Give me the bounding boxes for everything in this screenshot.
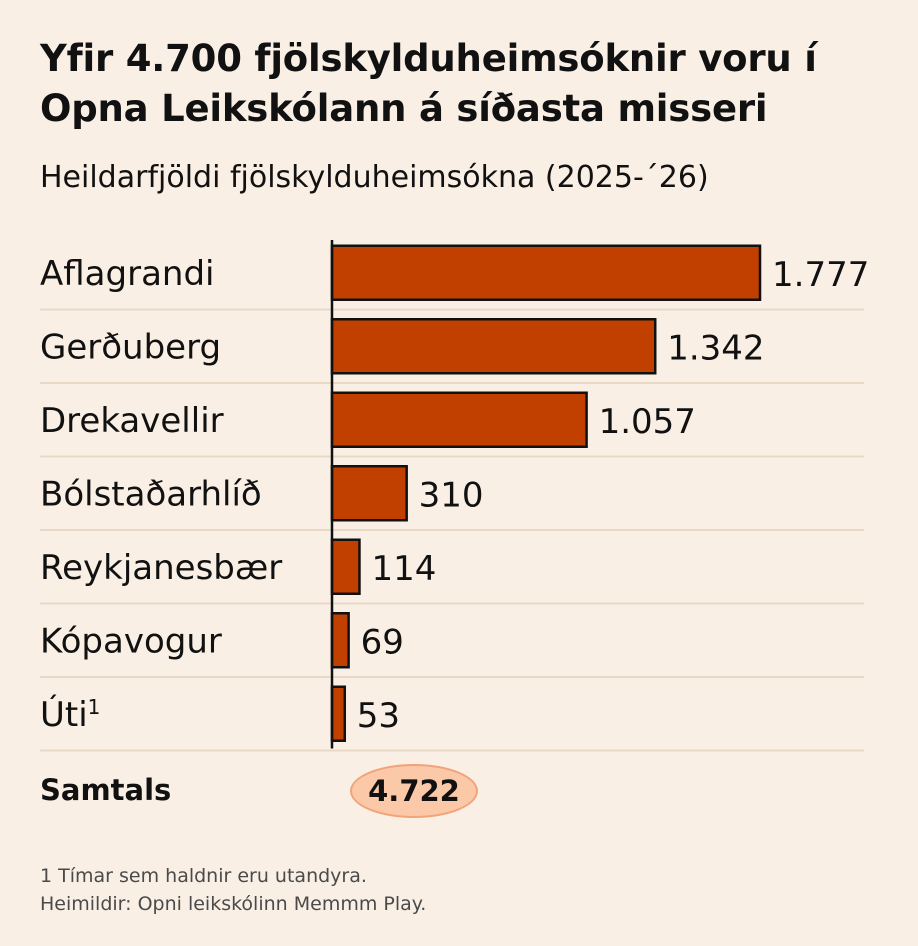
footnote-1: 1 Tímar sem haldnir eru utandyra. bbox=[40, 865, 367, 887]
value-label: 310 bbox=[419, 475, 484, 515]
bar-chart: Aflagrandi Gerðuberg Drekavellir Bólstaðarh… bbox=[40, 240, 870, 752]
value-label: 69 bbox=[361, 622, 404, 662]
source-note: Heimildir: Opni leikskólinn Memmm Play. bbox=[40, 893, 427, 915]
category-label: Úti1 bbox=[40, 694, 100, 735]
category-label: Kópavogur bbox=[40, 621, 222, 661]
value-label: 1.777 bbox=[772, 255, 869, 295]
category-label: Bólstaðarhlíð bbox=[40, 474, 262, 514]
total-value: 4.722 bbox=[368, 774, 460, 808]
bar-1 bbox=[330, 318, 657, 375]
bar-2 bbox=[330, 391, 588, 448]
category-labels: Aflagrandi Gerðuberg Drekavellir Bólstaðarh… bbox=[40, 254, 282, 735]
footnotes: 1 Tímar sem haldnir eru utandyra. Heimil… bbox=[40, 862, 426, 918]
grid-lines bbox=[40, 308, 864, 752]
total-label: Samtals bbox=[40, 773, 172, 807]
value-label: 114 bbox=[371, 549, 436, 589]
total-badge: 4.722 bbox=[350, 764, 478, 818]
value-label: 1.057 bbox=[599, 402, 696, 442]
bar-4 bbox=[330, 538, 361, 595]
bars bbox=[330, 244, 762, 742]
bar-5 bbox=[330, 612, 350, 669]
category-label: Gerðuberg bbox=[40, 327, 221, 367]
value-label: 1.342 bbox=[667, 328, 764, 368]
category-label: Reykjanesbær bbox=[40, 548, 282, 588]
category-label: Aflagrandi bbox=[40, 254, 214, 294]
bar-0 bbox=[330, 244, 762, 301]
category-label: Drekavellir bbox=[40, 401, 224, 441]
chart-title: Yfir 4.700 fjölskylduheimsóknir voru í O… bbox=[40, 37, 817, 130]
chart-subtitle: Heildarfjöldi fjölskylduheimsókna (2025-… bbox=[40, 160, 709, 195]
bar-3 bbox=[330, 465, 408, 522]
bar-6 bbox=[330, 685, 347, 742]
value-label: 53 bbox=[357, 696, 400, 736]
